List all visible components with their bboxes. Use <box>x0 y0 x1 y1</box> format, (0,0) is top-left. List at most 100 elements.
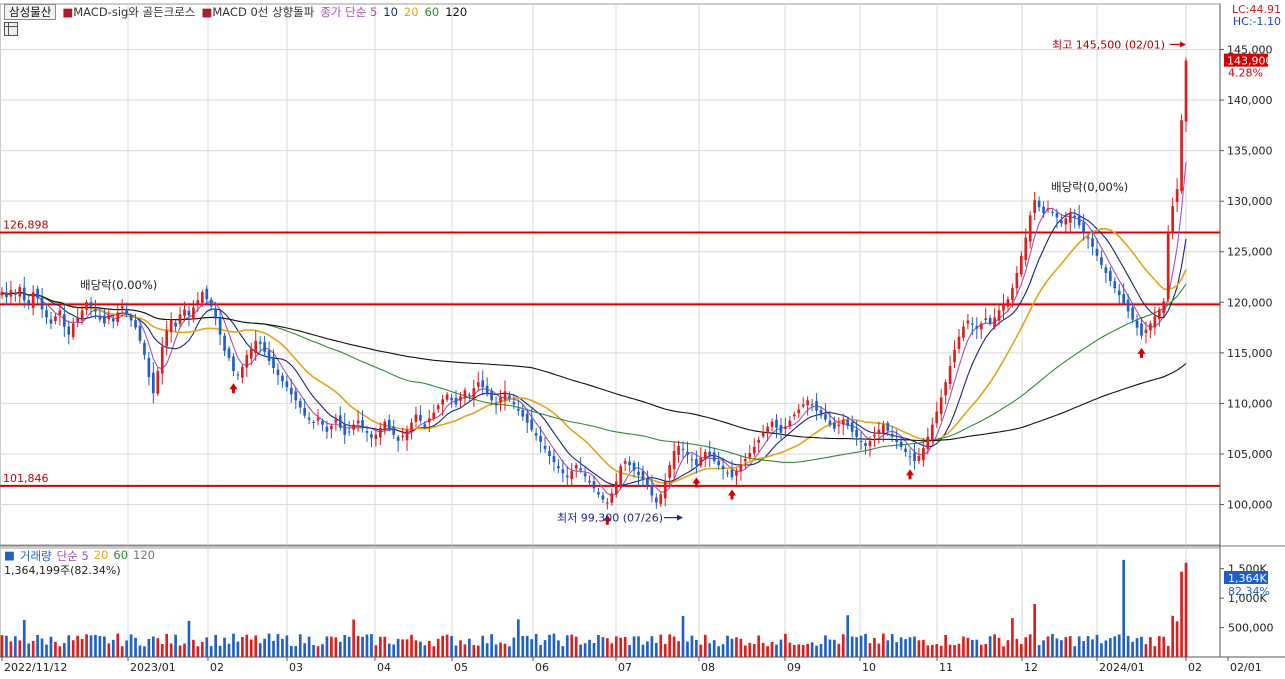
ma-legend-label[interactable]: 종가 단순 5 <box>320 5 378 19</box>
volume-bar <box>864 633 867 657</box>
ma-legend-60[interactable]: 60 <box>424 5 440 19</box>
candle-body <box>744 459 747 462</box>
volume-bars <box>0 559 1188 657</box>
volume-ma-label[interactable]: 단순 5 <box>56 549 89 563</box>
volume-bar <box>721 644 725 657</box>
candle-body <box>334 419 338 423</box>
candle-body <box>1019 255 1023 275</box>
volume-bar <box>695 639 698 657</box>
volume-bar <box>1153 646 1157 657</box>
volume-ma-120[interactable]: 120 <box>133 548 155 562</box>
volume-bar <box>62 643 66 657</box>
candle-body <box>356 420 360 424</box>
candle-body <box>614 481 618 495</box>
last-price-label: 143,900 <box>1227 55 1273 68</box>
candle-body <box>499 397 502 403</box>
candle-body <box>459 396 462 401</box>
volume-bar <box>459 640 462 657</box>
candle-body <box>196 300 200 304</box>
volume-bar <box>806 643 809 657</box>
volume-bar <box>427 640 431 657</box>
candle-body <box>103 315 106 324</box>
volume-bar <box>120 646 124 657</box>
candle-body <box>111 318 115 322</box>
volume-bar <box>1117 634 1121 657</box>
candle-body <box>143 342 146 355</box>
volume-bar <box>152 636 155 657</box>
ma-legend-120[interactable]: 120 <box>445 5 468 19</box>
volume-bar <box>957 643 961 657</box>
volume-bar <box>784 633 787 657</box>
symbol-button[interactable]: 삼성물산 <box>4 4 57 20</box>
volume-bar <box>833 639 836 657</box>
volume-ma-20[interactable]: 20 <box>93 548 109 562</box>
candle-body <box>476 382 480 387</box>
candle-body <box>979 323 983 330</box>
volume-bar <box>129 634 133 657</box>
candle-body <box>1033 200 1036 214</box>
high-annotation: 최고 145,500 (02/01) <box>1052 38 1165 51</box>
candle-body <box>957 336 961 349</box>
price-tick-label: 115,000 <box>1227 347 1273 360</box>
volume-bar <box>76 635 80 657</box>
volume-bar <box>1024 637 1028 657</box>
candle-body <box>988 317 992 324</box>
candle-body <box>49 319 53 324</box>
volume-bar <box>668 634 672 657</box>
volume-bar <box>1175 621 1179 657</box>
volume-bar <box>258 643 262 657</box>
volume-bar <box>343 635 347 657</box>
volume-bar <box>214 634 217 657</box>
volume-legend-label[interactable]: 거래량 <box>19 549 52 563</box>
candle-body <box>436 405 440 410</box>
ma-legend-20[interactable]: 20 <box>403 5 419 19</box>
candle-body <box>797 409 801 414</box>
volume-bar <box>5 635 8 657</box>
candle-body <box>779 425 783 433</box>
volume-bar <box>877 643 881 657</box>
table-icon[interactable] <box>4 22 18 36</box>
volume-bar <box>45 644 48 657</box>
volume-bar <box>988 636 992 657</box>
candle-body <box>574 465 578 469</box>
indicator-legend-1[interactable]: ■MACD-sig와 골든크로스 <box>62 4 195 20</box>
volume-bar <box>1011 618 1014 657</box>
candle-body <box>463 390 467 399</box>
volume-bar <box>503 643 507 657</box>
candle-body <box>272 356 275 369</box>
candle-body <box>663 481 667 499</box>
candle-body <box>165 330 169 347</box>
volume-bar <box>183 643 186 657</box>
volume-bar <box>855 637 858 657</box>
volume-ma-60[interactable]: 60 <box>113 548 129 562</box>
volume-bar <box>859 635 863 657</box>
candle-body <box>792 414 796 417</box>
time-tick-label: 2022/11/12 <box>4 661 67 674</box>
indicator-legend-2[interactable]: ■MACD 0선 상향돌파 <box>201 4 314 20</box>
ma-legend-10[interactable]: 10 <box>383 5 398 19</box>
volume-bar <box>1184 562 1188 657</box>
candle-body <box>9 290 13 297</box>
candle-body <box>1184 60 1188 122</box>
candle-body <box>953 349 956 363</box>
candle-body <box>1086 236 1090 239</box>
candle-body <box>512 402 516 405</box>
volume-bar <box>703 634 707 657</box>
volume-bar <box>837 643 841 657</box>
volume-bar <box>1006 640 1010 657</box>
candle-body <box>1091 238 1094 247</box>
candle-body <box>503 391 507 401</box>
volume-bar <box>1126 636 1130 657</box>
candle-body <box>107 315 111 320</box>
volume-bar <box>316 646 320 657</box>
volume-bar <box>908 637 912 657</box>
candle-body <box>516 408 520 411</box>
candle-body <box>321 420 324 425</box>
volume-bar <box>200 642 204 657</box>
candle-body <box>592 481 596 489</box>
volume-bar <box>1086 636 1090 657</box>
candle-body <box>695 459 698 466</box>
volume-bar <box>739 638 743 657</box>
